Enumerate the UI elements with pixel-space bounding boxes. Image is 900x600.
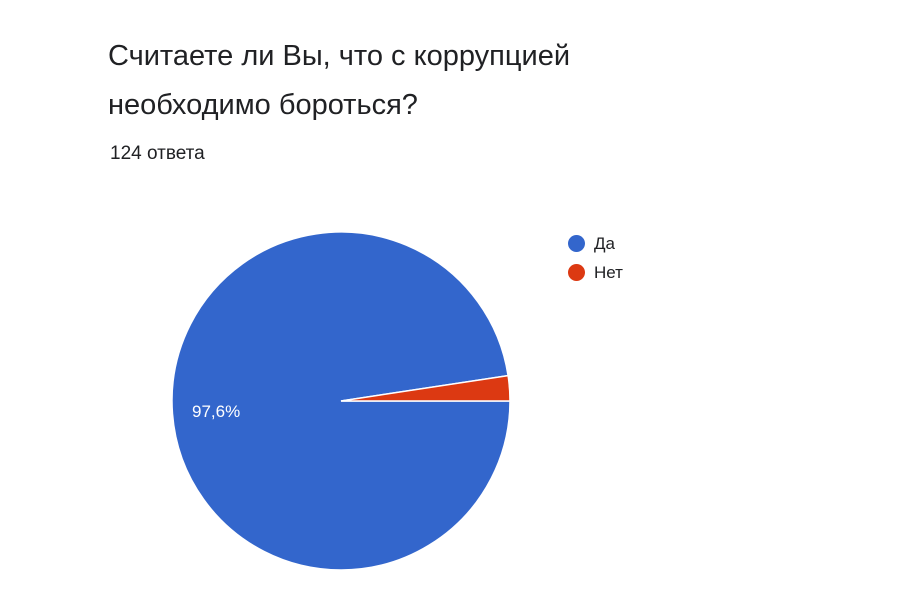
legend-no-label: Нет: [594, 262, 623, 282]
legend-item-no[interactable]: Нет: [568, 258, 623, 287]
question-title: Считаете ли Вы, что с коррупцией необход…: [108, 32, 708, 130]
legend-item-yes[interactable]: Да: [568, 229, 623, 258]
response-count: 124 ответа: [110, 143, 205, 164]
legend-yes-label: Да: [594, 233, 615, 253]
chart-legend: Да Нет: [568, 229, 623, 287]
pie-labels: 97,6%: [192, 402, 240, 421]
question-title-line-2: необходимо бороться?: [108, 89, 418, 121]
legend-no-dot-icon: [568, 264, 585, 281]
pie-slices: [171, 231, 511, 571]
legend-yes-dot-icon: [568, 235, 585, 252]
question-title-line-1: Считаете ли Вы, что с коррупцией: [108, 40, 571, 72]
pie-slice-label-yes: 97,6%: [192, 402, 240, 421]
pie-slice-no[interactable]: [340, 374, 511, 402]
